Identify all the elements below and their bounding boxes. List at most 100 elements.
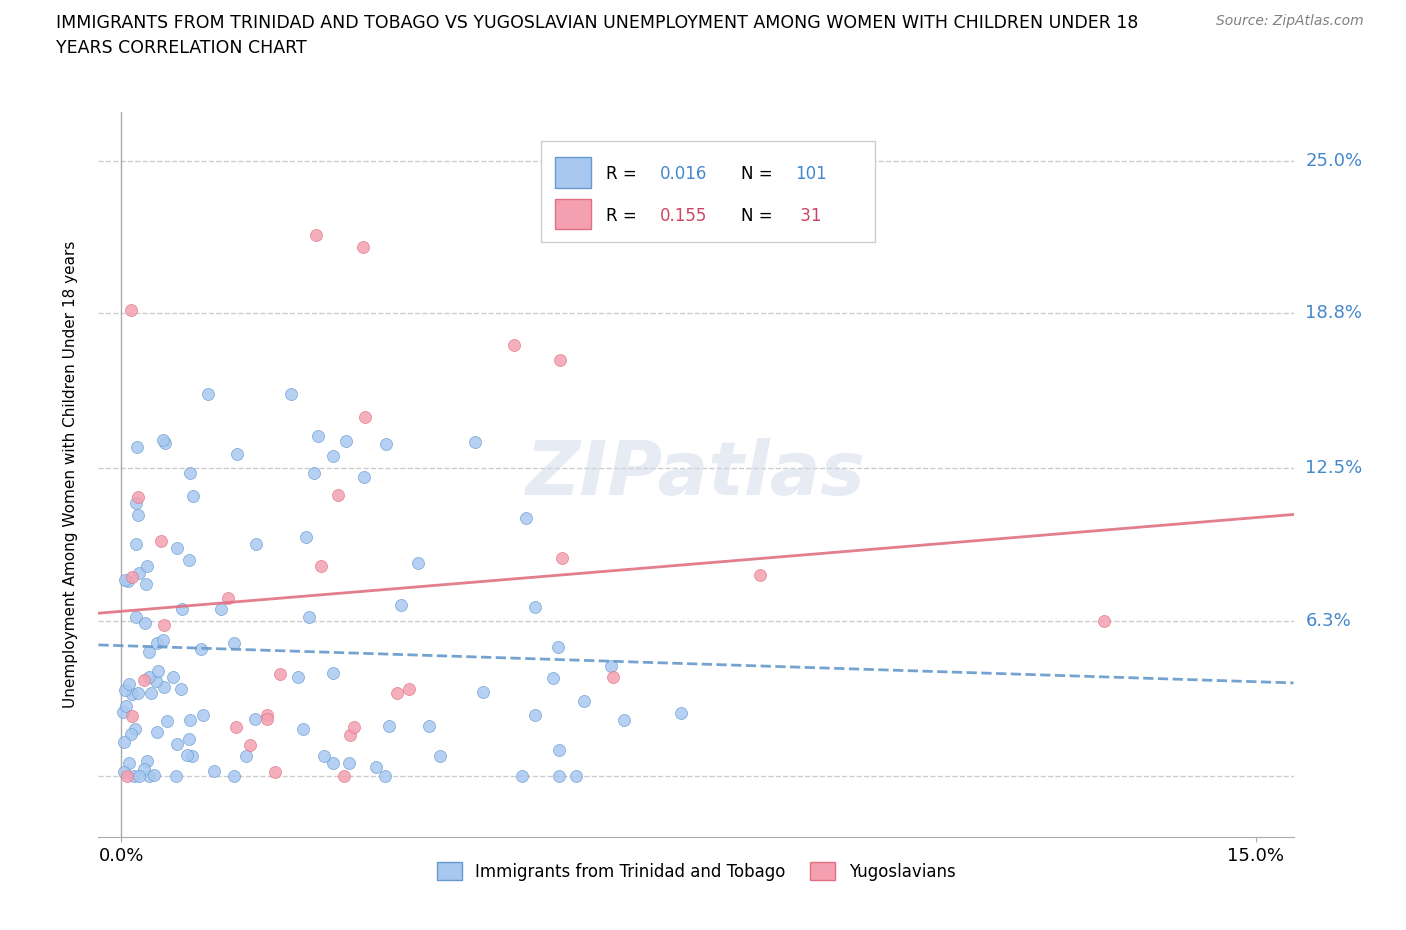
Point: [177, 731, 200, 746]
Text: 0.016: 0.016: [661, 165, 707, 183]
Point: [222, 635, 245, 650]
Point: [256, 711, 278, 726]
Point: [112, 735, 135, 750]
Point: [314, 749, 336, 764]
Point: [122, 768, 145, 783]
Point: [226, 446, 249, 461]
Point: [464, 435, 486, 450]
Point: [280, 387, 302, 402]
Point: [197, 387, 219, 402]
Point: [120, 302, 142, 317]
Point: [172, 601, 194, 616]
Point: [541, 671, 564, 685]
Point: [153, 618, 176, 632]
Point: [302, 466, 325, 481]
Point: [202, 764, 225, 779]
Point: [162, 670, 184, 684]
Text: N =: N =: [741, 207, 779, 225]
Point: [378, 718, 401, 733]
Point: [127, 489, 149, 504]
Point: [150, 534, 173, 549]
Point: [153, 680, 176, 695]
Point: [364, 760, 387, 775]
Point: [294, 530, 316, 545]
Point: [166, 541, 188, 556]
Point: [245, 537, 267, 551]
Point: [225, 720, 247, 735]
Point: [1094, 613, 1116, 628]
Point: [613, 713, 636, 728]
Point: [118, 677, 141, 692]
Point: [322, 756, 344, 771]
Text: 101: 101: [796, 165, 827, 183]
Point: [135, 577, 157, 591]
Point: [115, 768, 138, 783]
Point: [138, 768, 160, 783]
Point: [128, 565, 150, 580]
Point: [152, 632, 174, 647]
Point: [145, 673, 167, 688]
Point: [136, 753, 159, 768]
Point: [307, 429, 329, 444]
Point: [177, 552, 200, 567]
Point: [134, 616, 156, 631]
Point: [309, 559, 332, 574]
FancyBboxPatch shape: [555, 199, 591, 229]
Point: [118, 756, 141, 771]
Point: [263, 764, 285, 779]
Point: [599, 659, 621, 674]
Text: ZIPatlas: ZIPatlas: [526, 438, 866, 511]
Point: [256, 708, 278, 723]
Text: 6.3%: 6.3%: [1306, 612, 1351, 630]
Point: [429, 748, 451, 763]
Point: [134, 672, 156, 687]
Point: [749, 567, 772, 582]
Text: R =: R =: [606, 165, 643, 183]
Point: [669, 706, 692, 721]
Point: [222, 768, 245, 783]
Point: [138, 644, 160, 659]
Point: [120, 726, 142, 741]
Point: [121, 709, 143, 724]
Point: [128, 768, 150, 783]
Text: YEARS CORRELATION CHART: YEARS CORRELATION CHART: [56, 39, 307, 57]
Point: [145, 636, 167, 651]
Point: [550, 551, 572, 565]
Point: [304, 227, 326, 242]
Point: [125, 537, 148, 551]
Point: [322, 448, 344, 463]
FancyBboxPatch shape: [555, 157, 591, 188]
Point: [146, 724, 169, 739]
Point: [156, 714, 179, 729]
Point: [572, 694, 595, 709]
Point: [322, 666, 344, 681]
Point: [239, 737, 262, 752]
Point: [374, 768, 396, 783]
Point: [152, 432, 174, 447]
Text: IMMIGRANTS FROM TRINIDAD AND TOBAGO VS YUGOSLAVIAN UNEMPLOYMENT AMONG WOMEN WITH: IMMIGRANTS FROM TRINIDAD AND TOBAGO VS Y…: [56, 14, 1139, 32]
Point: [547, 743, 569, 758]
Point: [510, 768, 533, 783]
Point: [117, 574, 139, 589]
Point: [176, 748, 198, 763]
Point: [115, 698, 138, 713]
Point: [166, 737, 188, 752]
Point: [153, 436, 176, 451]
Point: [139, 685, 162, 700]
Point: [235, 749, 257, 764]
Point: [515, 511, 537, 525]
Text: 25.0%: 25.0%: [1306, 152, 1362, 170]
Point: [523, 600, 546, 615]
Point: [138, 670, 160, 684]
Point: [343, 720, 366, 735]
Point: [243, 711, 266, 726]
Text: 12.5%: 12.5%: [1306, 459, 1362, 477]
Point: [548, 352, 571, 367]
Point: [269, 667, 291, 682]
Point: [385, 685, 408, 700]
Text: N =: N =: [741, 165, 779, 183]
Point: [565, 768, 588, 783]
Point: [524, 708, 547, 723]
Point: [121, 686, 143, 701]
Point: [190, 642, 212, 657]
